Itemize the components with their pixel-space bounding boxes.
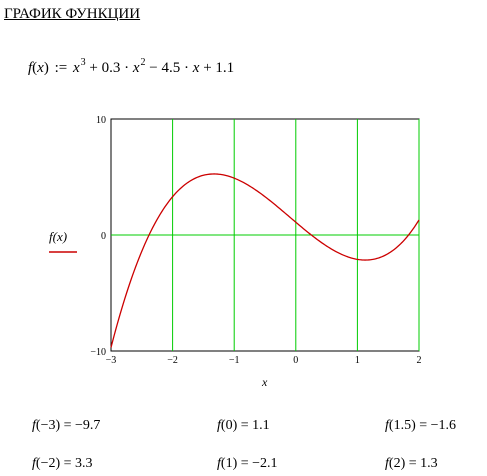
result-value: 3.3 [75, 456, 93, 471]
grid-lines [111, 119, 420, 351]
term-2: − 4.5 · [149, 60, 190, 76]
page-heading: ГРАФИК ФУНКЦИИ [4, 6, 141, 22]
exponent-3: 3 [80, 57, 86, 68]
result-value: −2.1 [252, 456, 278, 471]
result-value: −1.6 [430, 418, 457, 433]
function-arg: x [37, 60, 44, 76]
x-tick-label: −1 [229, 355, 240, 366]
result-item[interactable]: f(−3) = −9.7 [32, 418, 101, 433]
result-item[interactable]: f(2) = 1.3 [385, 456, 438, 471]
result-value: 1.3 [420, 456, 438, 471]
result-item[interactable]: f(0) = 1.1 [217, 418, 270, 433]
y-tick-label: 0 [101, 231, 106, 242]
x-axis-label: x [261, 375, 268, 389]
function-definition[interactable]: f(x) := x3 + 0.3 · x2 − 4.5 · x + 1.1 [28, 57, 235, 76]
y-tick-label: −10 [90, 347, 106, 358]
result-value: 1.1 [252, 418, 270, 433]
assign-operator: := [54, 60, 68, 76]
term-1: + 0.3 · [89, 60, 130, 76]
y-axis-label: f(x) [49, 229, 67, 244]
result-item[interactable]: f(1) = −2.1 [217, 456, 278, 471]
x-tick-label: −2 [167, 355, 178, 366]
y-tick-label: 10 [96, 115, 106, 126]
term-3: + 1.1 [203, 60, 235, 76]
x-tick-label: 2 [417, 355, 422, 366]
series-f-of-x [110, 173, 420, 348]
x-tick-label: 0 [293, 355, 298, 366]
result-value: −9.7 [75, 418, 101, 433]
exponent-2: 2 [140, 57, 146, 68]
result-item[interactable]: f(1.5) = −1.6 [385, 418, 457, 433]
result-item[interactable]: f(−2) = 3.3 [32, 456, 93, 471]
x-tick-label: −3 [106, 355, 117, 366]
function-name: f [28, 60, 33, 76]
x-tick-label: 1 [355, 355, 360, 366]
